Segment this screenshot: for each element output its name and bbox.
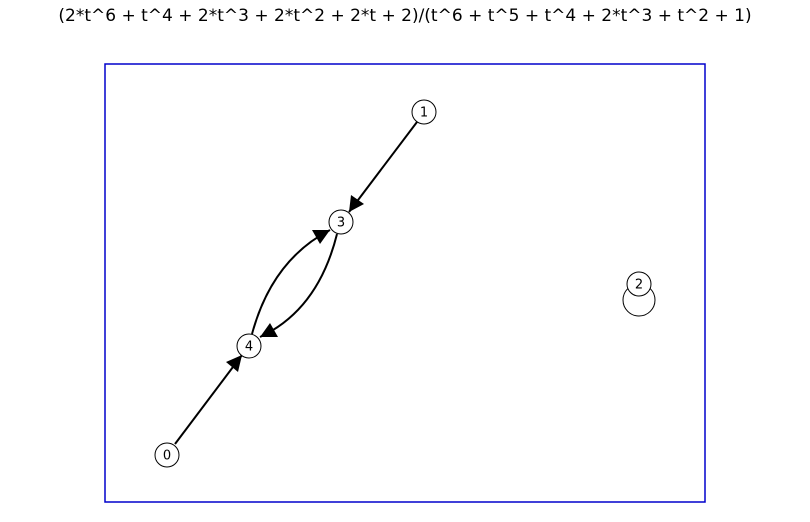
node-1: 1 — [411, 99, 437, 125]
node-2: 2 — [626, 271, 652, 297]
arrowheads — [226, 195, 364, 372]
arrowhead-3-4 — [260, 323, 278, 337]
node-4: 4 — [236, 333, 262, 359]
node-2-label: 2 — [635, 278, 643, 293]
node-4-circle — [236, 333, 262, 359]
plot-frame — [104, 63, 706, 503]
node-0: 0 — [154, 442, 180, 468]
node-2-circle — [626, 271, 652, 297]
node-1-circle — [411, 99, 437, 125]
arrowhead-1-3 — [349, 195, 364, 212]
node-4-label: 4 — [245, 340, 253, 355]
graph-title: (2*t^6 + t^4 + 2*t^3 + 2*t^2 + 2*t + 2)/… — [58, 6, 752, 26]
edges — [174, 121, 656, 445]
node-0-circle — [154, 442, 180, 468]
arrowhead-0-4 — [226, 355, 242, 372]
node-3-circle — [328, 209, 354, 235]
edge-0-4 — [174, 354, 243, 445]
arrowhead-4-3 — [312, 230, 330, 244]
node-3: 3 — [328, 209, 354, 235]
node-3-label: 3 — [337, 216, 345, 231]
edge-1-3 — [348, 121, 418, 213]
node-1-label: 1 — [420, 106, 428, 121]
node-0-label: 0 — [163, 449, 171, 464]
